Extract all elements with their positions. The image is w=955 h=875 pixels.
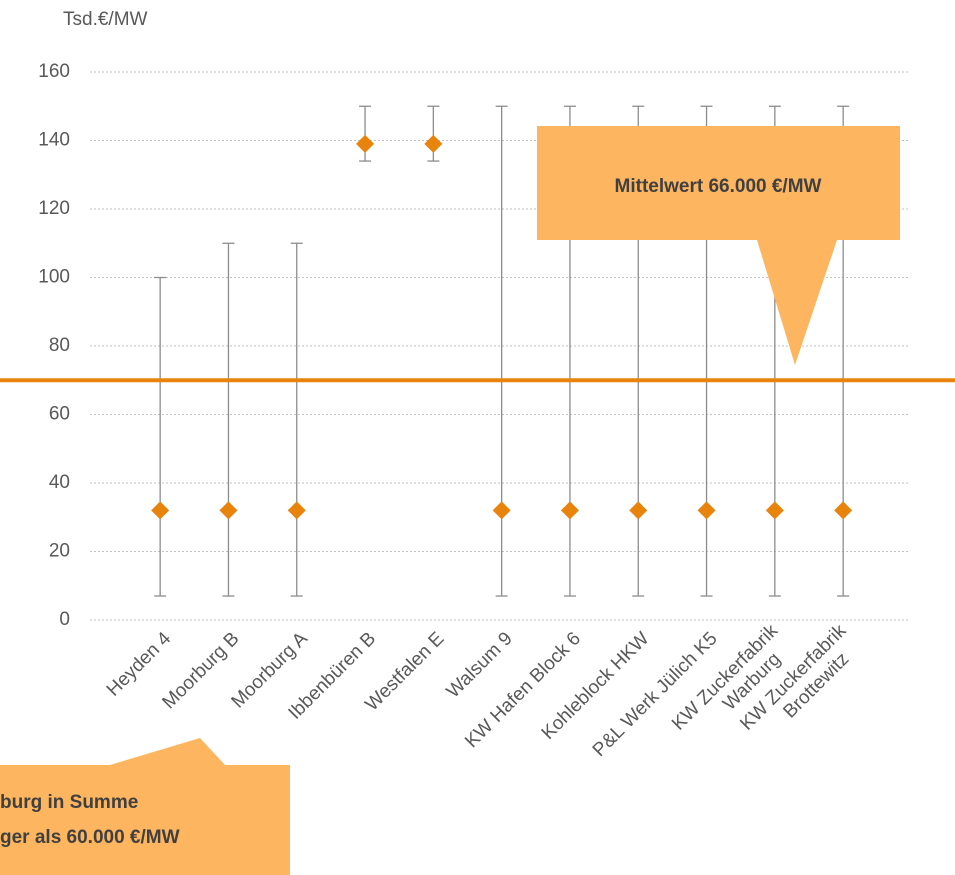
callout-box xyxy=(537,126,900,365)
callout-text: ger als 60.000 €/MW xyxy=(0,827,180,848)
data-point xyxy=(219,501,238,520)
y-tick-label: 140 xyxy=(38,130,70,151)
data-point xyxy=(629,501,648,520)
data-point xyxy=(697,501,716,520)
data-point xyxy=(492,501,511,520)
y-tick-label: 160 xyxy=(38,61,70,82)
y-tick-label: 20 xyxy=(49,541,70,562)
x-tick-label: KW Hafen Block 6 xyxy=(461,628,585,752)
callout-text: Mittelwert 66.000 €/MW xyxy=(615,176,822,197)
x-tick-label-text: Heyden 4 xyxy=(103,628,176,701)
data-point xyxy=(765,501,784,520)
y-tick-label: 100 xyxy=(38,267,70,288)
data-point xyxy=(424,134,443,153)
x-tick-label: Walsum 9 xyxy=(443,628,517,702)
data-point xyxy=(560,501,579,520)
x-tick-label-text: KW Hafen Block 6 xyxy=(461,628,585,752)
callout-text: burg in Summe xyxy=(0,792,138,813)
data-point xyxy=(356,134,375,153)
data-point xyxy=(151,501,170,520)
data-point xyxy=(287,501,306,520)
x-tick-label: Heyden 4 xyxy=(103,628,176,701)
x-tick-label-text: Walsum 9 xyxy=(443,628,517,702)
y-tick-label: 80 xyxy=(49,335,70,356)
y-tick-label: 60 xyxy=(49,404,70,425)
data-point xyxy=(834,501,853,520)
callout-box xyxy=(0,738,290,875)
y-tick-label: 40 xyxy=(49,472,70,493)
y-tick-label: 0 xyxy=(59,609,70,630)
y-tick-label: 120 xyxy=(38,198,70,219)
y-axis-label: Tsd.€/MW xyxy=(63,9,148,30)
